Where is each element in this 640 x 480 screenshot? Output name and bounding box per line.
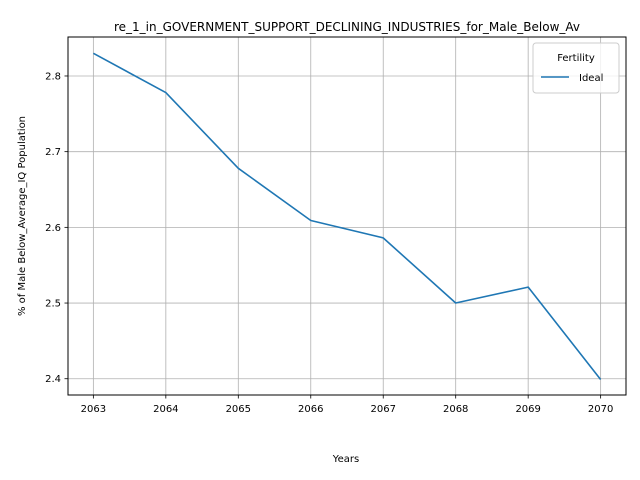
y-tick-label: 2.4 (45, 374, 61, 385)
x-tick-label: 2065 (226, 404, 251, 415)
y-tick-label: 2.5 (45, 299, 61, 310)
y-tick-label: 2.8 (45, 71, 61, 82)
series-layer (93, 52, 602, 380)
plot-frame (67, 36, 627, 396)
x-tick-label: 2068 (443, 404, 468, 415)
x-tick-label: 2069 (515, 404, 540, 415)
x-tick-label: 2063 (81, 404, 106, 415)
grid-lines (68, 37, 626, 395)
legend-box (532, 42, 620, 94)
y-axis-ticks: 2.4 2.5 2.6 2.7 2.8 (45, 71, 68, 385)
y-tick-label: 2.6 (45, 223, 61, 234)
legend: Fertility Ideal (532, 42, 620, 94)
x-axis-ticks: 2063 2064 2065 2066 2067 2068 2069 2070 (81, 395, 613, 415)
x-tick-label: 2070 (588, 404, 613, 415)
chart-title: re_1_in_GOVERNMENT_SUPPORT_DECLINING_IND… (114, 20, 580, 34)
series-line-ideal (93, 52, 602, 380)
y-tick-label: 2.7 (45, 147, 61, 158)
x-tick-label: 2066 (298, 404, 323, 415)
legend-title: Fertility (557, 53, 595, 64)
y-axis-label: % of Male Below_Average_IQ Population (17, 116, 28, 316)
x-axis-label: Years (332, 454, 359, 465)
x-tick-label: 2064 (153, 404, 178, 415)
legend-label-ideal: Ideal (579, 73, 603, 84)
x-tick-label: 2067 (371, 404, 396, 415)
